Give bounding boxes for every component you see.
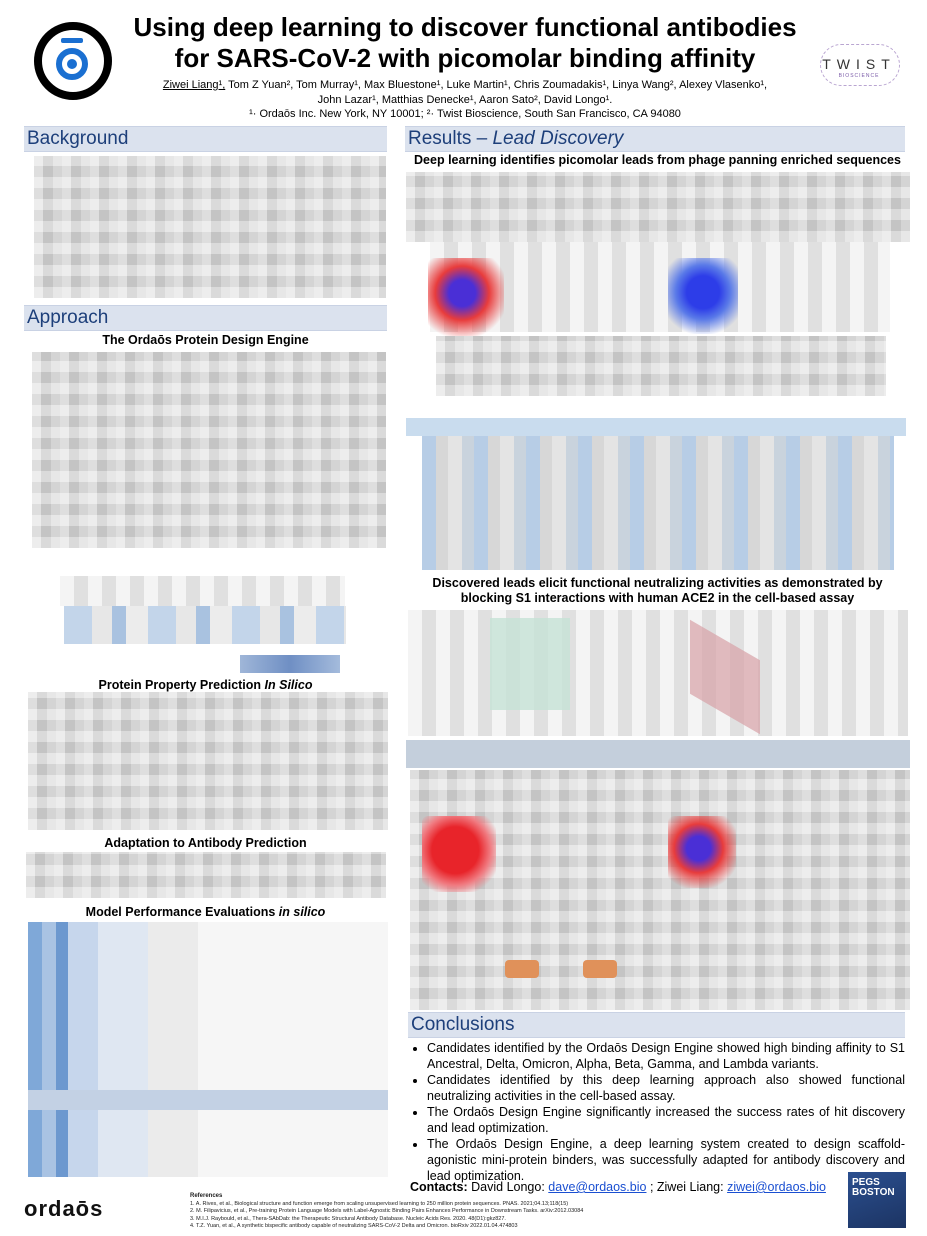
leads-figure-top-blurred	[406, 172, 910, 242]
property-prediction-label: Protein Property Prediction	[98, 678, 262, 692]
first-author: Ziwei Liang¹,	[162, 79, 226, 91]
contact-separator: ; Ziwei Liang:	[646, 1180, 724, 1194]
references-title: References	[190, 1193, 223, 1199]
title-line-2: for SARS-CoV-2 with picomolar binding af…	[174, 43, 756, 73]
leads-figure-rows-blurred	[436, 336, 886, 396]
contacts-label: Contacts:	[410, 1180, 468, 1194]
references: References 1. A. Rives, et al., Biologic…	[190, 1193, 810, 1231]
neutralizing-line-2: blocking S1 interactions with human ACE2…	[460, 591, 855, 605]
structure-heatmap-red	[428, 258, 504, 336]
authors-line-2: John Lazar¹, Matthias Denecke¹, Aaron Sa…	[317, 94, 613, 106]
reference-item: 3. M.I.J. Raybould, et al., Thera-SAbDab…	[190, 1215, 506, 1222]
neutralizing-band-blurred	[406, 740, 910, 768]
ordaos-logo-dot	[67, 59, 77, 69]
design-engine-diagram-blurred	[60, 576, 345, 606]
affiliations: ¹· Ordaōs Inc. New York, NY 10001; ²· Tw…	[249, 108, 681, 120]
poster-title: Using deep learning to discover function…	[120, 12, 810, 74]
pegs-line-2: BOSTON	[852, 1187, 895, 1198]
background-section-header: Background	[24, 126, 387, 152]
contact2-email-link[interactable]: ziwei@ordaos.bio	[727, 1180, 826, 1194]
twist-logo-ring	[820, 44, 900, 86]
pegs-line-1: PEGS	[852, 1177, 880, 1188]
neutralizing-marker-orange-1	[505, 960, 539, 978]
leads-figure-middle-blurred	[430, 242, 890, 332]
title-line-1: Using deep learning to discover function…	[133, 12, 797, 42]
results-label: Results –	[408, 128, 488, 149]
subheading-neutralizing-activity: Discovered leads elicit functional neutr…	[405, 576, 910, 606]
conclusion-item: Candidates identified by the Ordaōs Desi…	[427, 1040, 905, 1072]
conclusion-item: The Ordaōs Design Engine significantly i…	[427, 1104, 905, 1136]
neutralizing-figure-blurred	[408, 610, 908, 736]
model-performance-label: Model Performance Evaluations	[85, 905, 276, 919]
model-performance-table-band	[28, 1090, 388, 1110]
neutralizing-marker-orange-2	[583, 960, 617, 978]
ordaos-logo	[34, 22, 112, 100]
background-text-blurred	[34, 156, 386, 298]
design-engine-figure-blurred	[32, 352, 386, 548]
reference-item: 2. M. Filipavicius, et al., Pre-training…	[190, 1208, 584, 1214]
design-engine-output-bar	[240, 655, 340, 673]
footer-brand-logo: ordaōs	[24, 1196, 104, 1221]
results-label-emphasis: Lead Discovery	[492, 128, 624, 149]
reference-item: 1. A. Rives, et al., Biological structur…	[190, 1200, 569, 1207]
design-engine-blue-strip	[64, 606, 346, 644]
antibody-adaptation-figure-blurred	[26, 852, 386, 898]
twist-logo-subtitle: BIOSCIENCE	[838, 73, 880, 79]
leads-table-blurred	[422, 436, 894, 570]
model-performance-emphasis: in silico	[278, 905, 326, 919]
twist-logo: TWIST	[822, 56, 896, 72]
pegs-boston-badge: PEGS BOSTON	[848, 1172, 906, 1228]
approach-section-header: Approach	[24, 305, 387, 331]
author-list: Ziwei Liang¹, Tom Z Yuan², Tom Murray¹, …	[110, 78, 820, 108]
property-prediction-figure-blurred	[28, 692, 388, 830]
model-performance-table-blurred	[28, 922, 388, 1177]
neutralizing-heatmap-mixed	[668, 816, 736, 888]
contacts-line: Contacts: David Longo: dave@ordaos.bio ;…	[410, 1180, 910, 1194]
authors-rest: Tom Z Yuan², Tom Murray¹, Max Bluestone¹…	[225, 79, 768, 91]
subheading-picomolar-leads: Deep learning identifies picomolar leads…	[414, 153, 901, 167]
contact1-email-link[interactable]: dave@ordaos.bio	[548, 1180, 647, 1194]
contact1-name: David Longo:	[471, 1180, 545, 1194]
conclusions-list: Candidates identified by the Ordaōs Desi…	[410, 1040, 905, 1184]
conclusion-item: The Ordaōs Design Engine, a deep learnin…	[427, 1136, 905, 1184]
ordaos-logo-bar	[61, 38, 83, 43]
neutralizing-curve-teal	[490, 618, 570, 710]
conclusions-section-header: Conclusions	[408, 1012, 905, 1038]
results-section-header: Results – Lead Discovery	[405, 126, 905, 152]
ordaos-logo-inner-ring	[56, 48, 88, 80]
leads-table-header-band	[406, 418, 906, 436]
subheading-property-prediction: Protein Property Prediction In Silico	[24, 678, 387, 692]
subheading-design-engine: The Ordaōs Protein Design Engine	[102, 333, 309, 347]
structure-heatmap-blue	[668, 258, 738, 334]
reference-item: 4. T.Z. Yuan, et al., A synthetic bispec…	[190, 1223, 518, 1229]
property-prediction-emphasis: In Silico	[264, 678, 313, 692]
conclusion-item: Candidates identified by this deep learn…	[427, 1072, 905, 1104]
neutralizing-heatmap-red	[422, 816, 496, 892]
subheading-model-performance: Model Performance Evaluations in silico	[24, 905, 387, 919]
neutralizing-line-1: Discovered leads elicit functional neutr…	[432, 576, 883, 590]
subheading-antibody-adaptation: Adaptation to Antibody Prediction	[104, 836, 307, 850]
